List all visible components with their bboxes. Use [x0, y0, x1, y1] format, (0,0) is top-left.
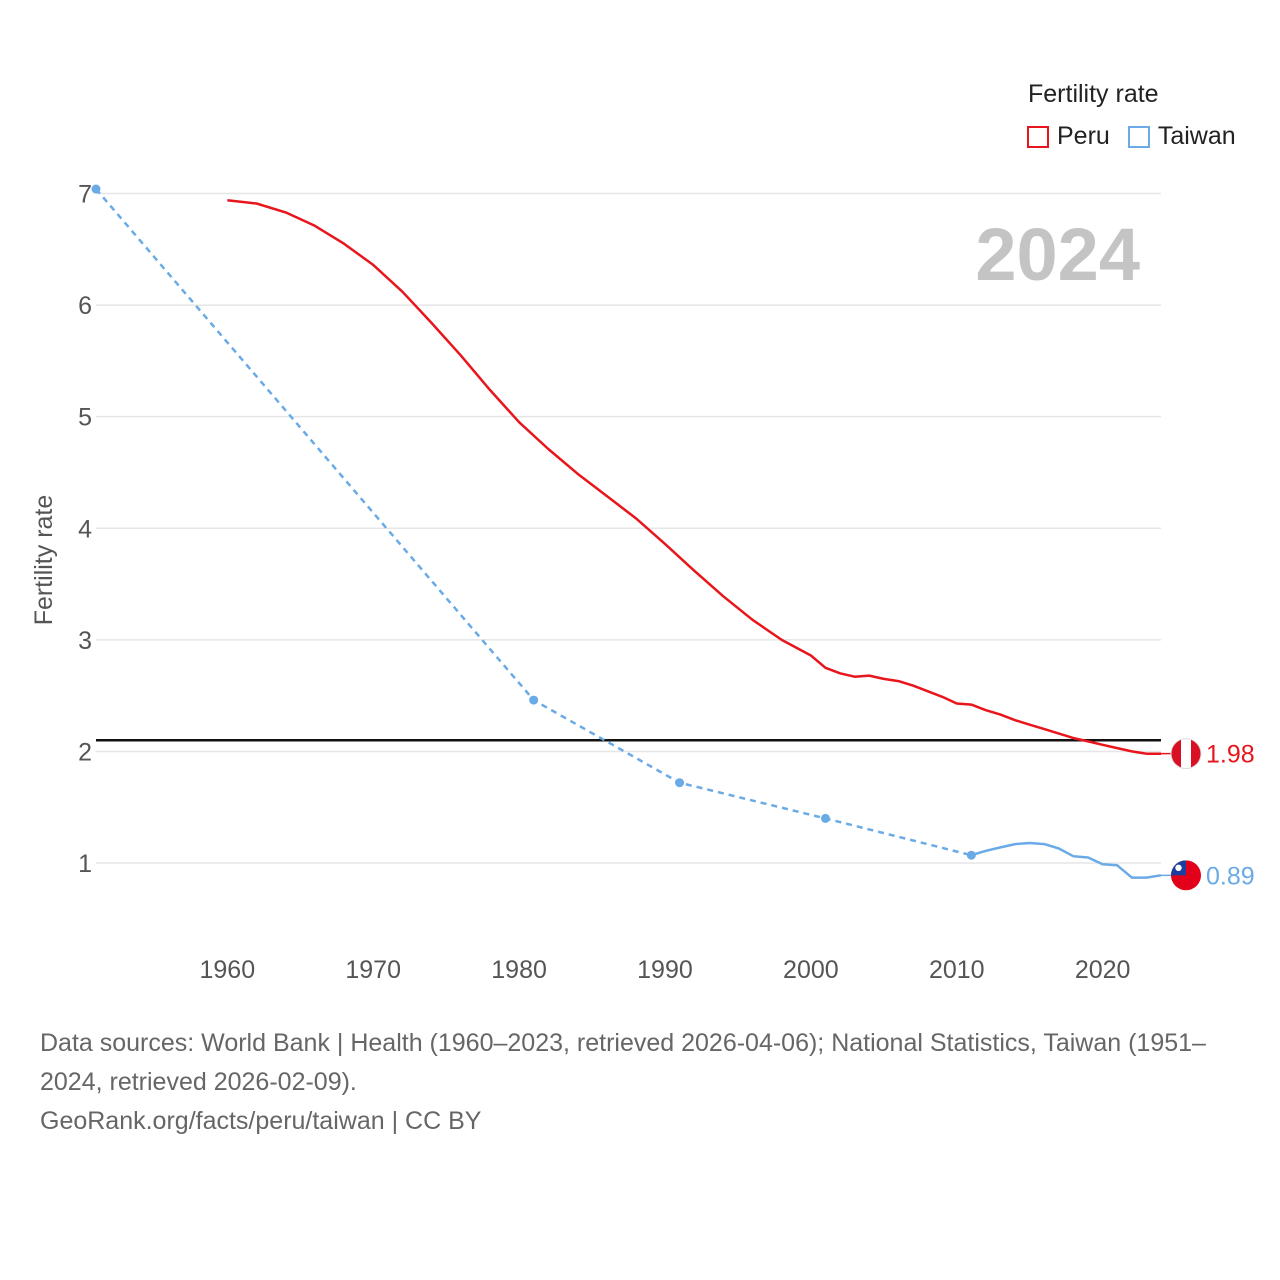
peru-flag-stripe-center: [1181, 738, 1191, 769]
data-point-taiwan: [91, 184, 101, 194]
x-tick-label: 2020: [1075, 956, 1131, 984]
x-tick-label: 2000: [783, 956, 839, 984]
peru-flag-stripe-left: [1171, 738, 1181, 769]
peru-flag-stripe-right: [1191, 738, 1201, 769]
legend-label-taiwan: Taiwan: [1157, 122, 1236, 150]
legend: Peru Taiwan: [1027, 122, 1254, 151]
x-tick-label: 1970: [345, 956, 401, 984]
y-tick-label: 3: [78, 627, 92, 655]
peru-flag-icon: [1170, 738, 1202, 770]
end-labels: 1.98 0.89: [1170, 738, 1255, 891]
end-value-peru: 1.98: [1206, 741, 1255, 769]
legend-item-peru[interactable]: Peru: [1027, 122, 1110, 151]
peru-flag-stripes: [1171, 738, 1201, 769]
legend-label-peru: Peru: [1057, 122, 1110, 150]
taiwan-flag-field: [1171, 860, 1201, 891]
x-tick-label: 1990: [637, 956, 693, 984]
end-value-taiwan: 0.89: [1206, 862, 1255, 890]
legend-swatch-peru: [1027, 125, 1049, 148]
x-tick-label: 1980: [491, 956, 547, 984]
y-tick-label: 2: [78, 738, 92, 766]
grid-lines: [96, 192, 1161, 864]
data-point-taiwan: [529, 695, 539, 705]
x-tick-label: 2010: [929, 956, 985, 984]
legend-title: Fertility rate: [1028, 80, 1159, 108]
series-line-taiwan-interpolated: [95, 188, 972, 857]
data-point-taiwan: [820, 813, 830, 823]
y-axis-label: Fertility rate: [30, 495, 58, 626]
y-tick-label: 7: [78, 180, 92, 208]
x-tick-label: 1960: [199, 956, 255, 984]
y-tick-label: 5: [78, 404, 92, 432]
data-point-taiwan: [966, 850, 976, 860]
taiwan-flag-icon: [1171, 860, 1201, 891]
series-line-peru: [227, 198, 1161, 755]
y-tick-label: 1: [78, 850, 92, 878]
peru-flag-border: [1170, 738, 1202, 770]
y-tick-label: 4: [78, 515, 92, 543]
data-sources: Data sources: World Bank | Health (1960–…: [40, 1029, 1206, 1096]
axes: 1 2 3 4 5 6 7 1960 1970 1980 1990 2000 2010 2020: [78, 180, 1130, 984]
legend-item-taiwan[interactable]: Taiwan: [1127, 122, 1236, 151]
legend-swatch-taiwan: [1127, 125, 1150, 148]
footer: Data sources: World Bank | Health (1960–…: [40, 1024, 1250, 1141]
series: [91, 184, 1186, 879]
credit-link[interactable]: GeoRank.org/facts/peru/taiwan | CC BY: [40, 1107, 482, 1135]
year-label: 2024: [975, 213, 1140, 296]
taiwan-flag-sun: [1175, 864, 1182, 872]
series-line-taiwan: [970, 841, 1162, 879]
data-point-taiwan: [675, 778, 685, 788]
y-tick-label: 6: [78, 292, 92, 320]
